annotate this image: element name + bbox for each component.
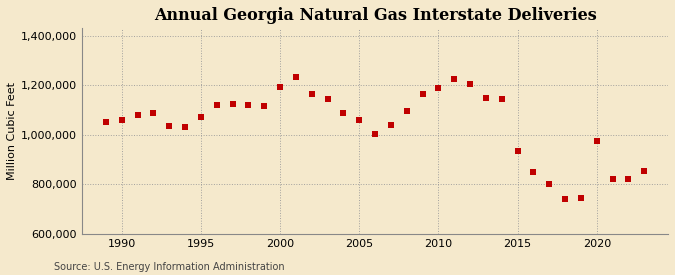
Point <box>148 110 159 115</box>
Point <box>576 196 587 200</box>
Point <box>496 97 507 101</box>
Point <box>354 118 364 122</box>
Title: Annual Georgia Natural Gas Interstate Deliveries: Annual Georgia Natural Gas Interstate De… <box>154 7 597 24</box>
Point <box>306 92 317 96</box>
Point <box>101 120 111 125</box>
Point <box>433 86 444 90</box>
Point <box>623 177 634 182</box>
Point <box>512 149 523 153</box>
Point <box>528 170 539 174</box>
Point <box>322 97 333 101</box>
Point <box>417 92 428 96</box>
Point <box>243 103 254 107</box>
Point <box>449 77 460 81</box>
Point <box>338 110 349 115</box>
Point <box>164 124 175 128</box>
Point <box>180 125 190 130</box>
Point <box>481 95 491 100</box>
Point <box>116 118 127 122</box>
Point <box>132 113 143 117</box>
Point <box>290 75 301 79</box>
Point <box>464 82 475 86</box>
Y-axis label: Million Cubic Feet: Million Cubic Feet <box>7 82 17 180</box>
Point <box>385 123 396 127</box>
Point <box>275 84 286 89</box>
Text: Source: U.S. Energy Information Administration: Source: U.S. Energy Information Administ… <box>54 262 285 272</box>
Point <box>227 102 238 106</box>
Point <box>544 182 555 186</box>
Point <box>259 104 269 109</box>
Point <box>608 177 618 182</box>
Point <box>560 197 570 202</box>
Point <box>591 139 602 143</box>
Point <box>196 115 207 120</box>
Point <box>639 169 650 173</box>
Point <box>370 131 381 136</box>
Point <box>402 109 412 114</box>
Point <box>211 103 222 107</box>
